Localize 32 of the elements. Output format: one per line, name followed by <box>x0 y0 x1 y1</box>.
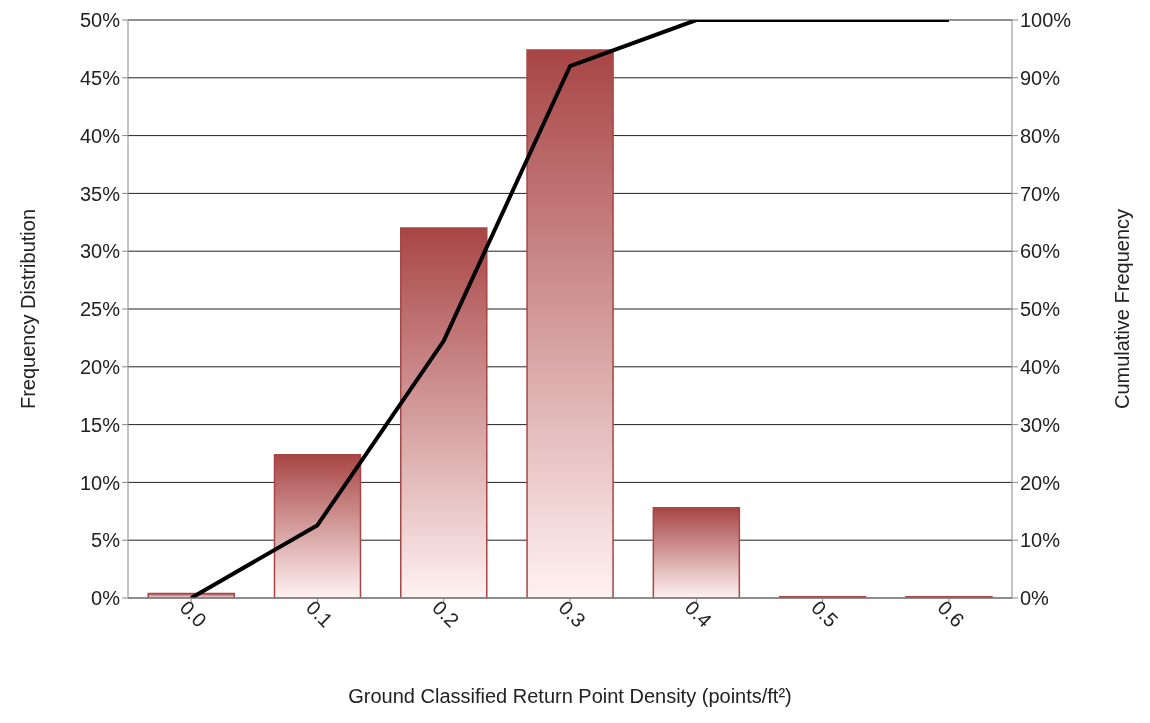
y-tick-label: 35% <box>79 182 121 205</box>
y2-tick-label: 60% <box>1020 240 1061 263</box>
y2-tick-label: 100% <box>1020 9 1072 32</box>
y-tick-label: 45% <box>79 66 121 89</box>
y2-tick-label: 40% <box>1020 355 1061 378</box>
x-tick-label: 0.0 <box>175 596 211 632</box>
y2-tick-label: 10% <box>1020 529 1061 552</box>
y2-axis-title: Cumulative Frequency <box>1111 208 1134 410</box>
y-tick-label: 40% <box>79 124 121 147</box>
y2-tick-label: 0% <box>1020 587 1050 610</box>
x-tick-label: 0.4 <box>680 596 717 632</box>
y-tick-label: 25% <box>79 298 121 321</box>
y2-tick-label: 30% <box>1020 413 1061 436</box>
x-tick-label: 0.1 <box>301 596 338 632</box>
y-tick-label: 50% <box>79 9 121 32</box>
y-tick-label: 20% <box>79 355 121 378</box>
y2-tick-label: 70% <box>1020 182 1061 205</box>
x-tick-label: 0.6 <box>933 596 969 632</box>
y-axis-title: Frequency Distribution <box>17 208 40 410</box>
y2-tick-label: 20% <box>1020 471 1061 494</box>
y-tick-label: 0% <box>91 587 121 610</box>
x-tick-label: 0.2 <box>428 596 464 632</box>
x-axis-title: Ground Classified Return Point Density (points/ft²) <box>348 685 792 707</box>
y-tick-label: 10% <box>79 471 121 494</box>
y2-tick-label: 50% <box>1020 298 1061 321</box>
y-tick-label: 5% <box>91 529 121 552</box>
y-tick-label: 30% <box>79 240 121 263</box>
y2-tick-label: 90% <box>1020 66 1061 89</box>
y-tick-label: 15% <box>79 413 121 436</box>
x-tick-label: 0.5 <box>807 596 843 632</box>
y2-tick-label: 80% <box>1020 124 1061 147</box>
x-tick-label: 0.3 <box>554 596 590 632</box>
